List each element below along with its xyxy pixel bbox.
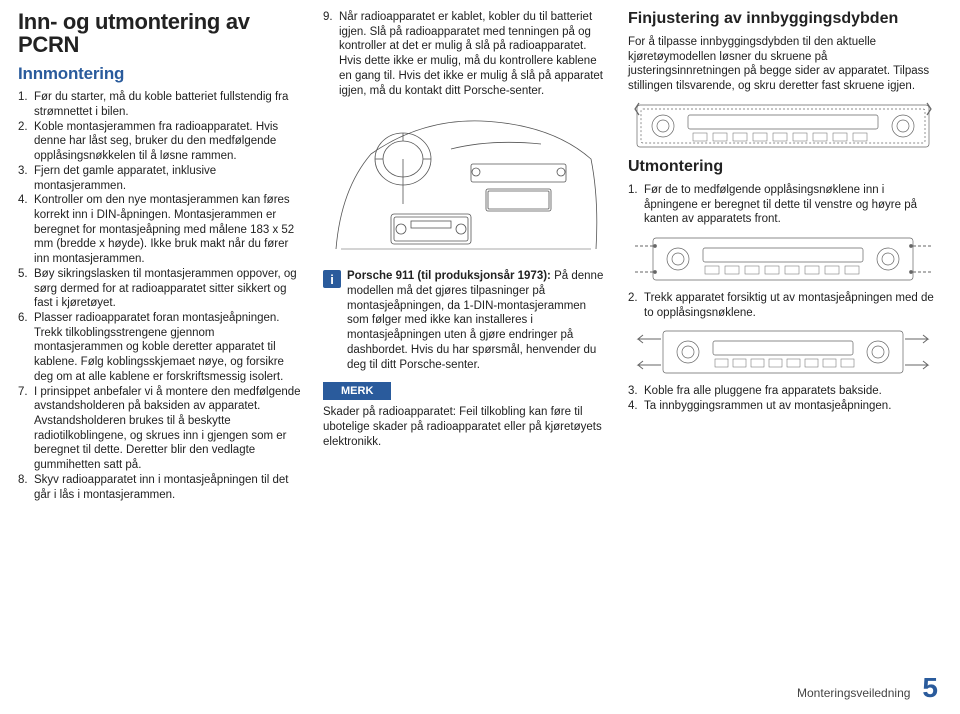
column-3: Finjustering av innbyggingsdybden For å …	[628, 10, 938, 502]
item-num: 1.	[18, 90, 34, 119]
dashboard-illustration	[323, 106, 608, 261]
page-title: Inn- og utmontering av PCRN	[18, 10, 303, 56]
item-text: Fjern det gamle apparatet, inklusive mon…	[34, 164, 303, 193]
item-num: 7.	[18, 385, 34, 473]
item-num: 2.	[18, 120, 34, 164]
innmontering-list: 1.Før du starter, må du koble batteriet …	[18, 90, 303, 502]
item-text: Koble montasjerammen fra radioapparatet.…	[34, 120, 303, 164]
list-item: 2.Koble montasjerammen fra radioapparate…	[18, 120, 303, 164]
utmontering-list: 1.Før de to medfølgende opplåsingsnøklen…	[628, 183, 938, 227]
item-num: 4.	[18, 193, 34, 267]
radio-keys-icon	[633, 234, 933, 284]
finjustering-body: For å tilpasse innbyggingsdybden til den…	[628, 35, 938, 94]
item-text: Før du starter, må du koble batteriet fu…	[34, 90, 303, 119]
utmontering-list-cont: 2.Trekk apparatet forsiktig ut av montas…	[628, 291, 938, 320]
radio-adjust-illustration	[628, 100, 938, 152]
item-text: I prinsippet anbefaler vi å montere den …	[34, 385, 303, 473]
radio-pull-illustration	[628, 326, 938, 378]
list-item: 6.Plasser radioapparatet foran montasjeå…	[18, 311, 303, 385]
list-item: 3.Fjern det gamle apparatet, inklusive m…	[18, 164, 303, 193]
item-text: Ta innbyggingsrammen ut av montasjeåpnin…	[644, 399, 938, 414]
radio-keys-illustration	[628, 233, 938, 285]
list-item: 4.Ta innbyggingsrammen ut av montasjeåpn…	[628, 399, 938, 414]
section-utmontering: Utmontering	[628, 158, 938, 176]
list-item: 1.Før de to medfølgende opplåsingsnøklen…	[628, 183, 938, 227]
note-body: Skader på radioapparatet: Feil tilkoblin…	[323, 405, 608, 449]
radio-front-icon	[633, 101, 933, 151]
list-item: 8.Skyv radioapparatet inn i montasjeåpni…	[18, 473, 303, 502]
info-callout: i Porsche 911 (til produksjonsår 1973): …	[323, 269, 608, 372]
innmontering-list-cont: 9.Når radioapparatet er kablet, kobler d…	[323, 10, 608, 98]
item-text: Når radioapparatet er kablet, kobler du …	[339, 10, 608, 98]
item-num: 2.	[628, 291, 644, 320]
page-number: 5	[922, 672, 938, 704]
info-title: Porsche 911 (til produksjonsår 1973):	[347, 270, 551, 282]
list-item: 7.I prinsippet anbefaler vi å montere de…	[18, 385, 303, 473]
list-item: 3.Koble fra alle pluggene fra apparatets…	[628, 384, 938, 399]
item-num: 3.	[628, 384, 644, 399]
item-num: 9.	[323, 10, 339, 98]
item-text: Kontroller om den nye montasjerammen kan…	[34, 193, 303, 267]
item-text: Skyv radioapparatet inn i montasjeåpning…	[34, 473, 303, 502]
item-num: 5.	[18, 267, 34, 311]
item-text: Plasser radioapparatet foran montasjeåpn…	[34, 311, 303, 385]
item-num: 3.	[18, 164, 34, 193]
item-num: 4.	[628, 399, 644, 414]
car-dashboard-icon	[331, 109, 601, 259]
list-item: 2.Trekk apparatet forsiktig ut av montas…	[628, 291, 938, 320]
item-num: 8.	[18, 473, 34, 502]
section-innmontering: Innmontering	[18, 64, 303, 84]
utmontering-list-cont2: 3.Koble fra alle pluggene fra apparatets…	[628, 384, 938, 413]
item-num: 1.	[628, 183, 644, 227]
footer-label: Monteringsveiledning	[797, 686, 910, 700]
section-finjustering: Finjustering av innbyggingsdybden	[628, 10, 938, 28]
list-item: 5.Bøy sikringslasken til montasjerammen …	[18, 267, 303, 311]
item-text: Koble fra alle pluggene fra apparatets b…	[644, 384, 938, 399]
list-item: 4.Kontroller om den nye montasjerammen k…	[18, 193, 303, 267]
item-num: 6.	[18, 311, 34, 385]
item-text: Bøy sikringslasken til montasjerammen op…	[34, 267, 303, 311]
item-text: Før de to medfølgende opplåsingsnøklene …	[644, 183, 938, 227]
info-icon: i	[323, 270, 341, 288]
item-text: Trekk apparatet forsiktig ut av montasje…	[644, 291, 938, 320]
list-item: 9.Når radioapparatet er kablet, kobler d…	[323, 10, 608, 98]
list-item: 1.Før du starter, må du koble batteriet …	[18, 90, 303, 119]
column-2: 9.Når radioapparatet er kablet, kobler d…	[323, 10, 608, 502]
page-footer: Monteringsveiledning 5	[0, 672, 960, 704]
column-1: Inn- og utmontering av PCRN Innmontering…	[18, 10, 303, 502]
info-text: Porsche 911 (til produksjonsår 1973): På…	[347, 269, 608, 372]
info-body: På denne modellen må det gjøres tilpasni…	[347, 270, 603, 370]
note-label: MERK	[323, 382, 391, 400]
radio-pull-icon	[633, 327, 933, 377]
